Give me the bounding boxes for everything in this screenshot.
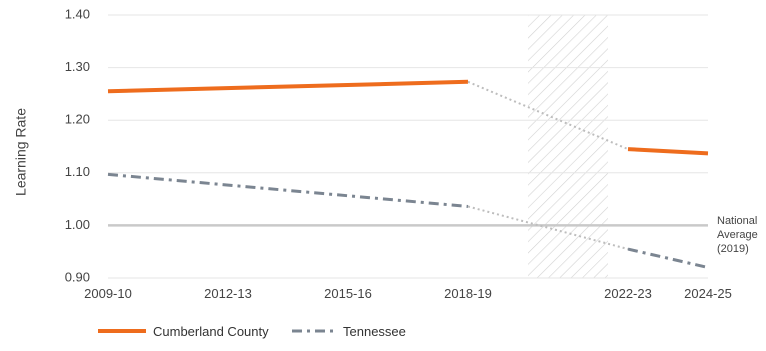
series-cumberland-county-segment-2 <box>467 80 629 151</box>
legend-item-tennessee: Tennessee <box>292 324 406 339</box>
x-tick-label: 2024-25 <box>684 286 732 301</box>
national-average-label-line: (2019) <box>717 243 749 255</box>
data-gap-region <box>528 15 608 278</box>
series-tennessee-segment-3 <box>627 247 709 269</box>
y-tick-label: 1.20 <box>65 112 90 127</box>
x-tick-label: 2009-10 <box>84 286 132 301</box>
y-tick-label: 1.30 <box>65 59 90 74</box>
series-lines <box>107 79 709 269</box>
gridlines <box>108 14 708 279</box>
x-axis-ticks: 2009-10 2012-13 2015-16 2018-19 2022-23 2024-… <box>84 286 732 301</box>
x-tick-label: 2012-13 <box>204 286 252 301</box>
x-tick-label: 2018-19 <box>444 286 492 301</box>
legend-label-tennessee: Tennessee <box>343 324 406 339</box>
national-average-label-line: National <box>717 215 757 227</box>
y-tick-label: 0.90 <box>65 269 90 284</box>
y-tick-label: 1.10 <box>65 164 90 179</box>
y-axis-title: Learning Rate <box>13 108 29 196</box>
national-average-label: National Average (2019) <box>717 215 758 255</box>
hatched-gap-area <box>528 15 608 278</box>
legend: Cumberland County Tennessee <box>98 324 406 339</box>
x-tick-label: 2015-16 <box>324 286 372 301</box>
legend-label-cumberland-county: Cumberland County <box>153 324 269 339</box>
series-tennessee <box>107 172 709 269</box>
y-axis-ticks: 0.90 1.00 1.10 1.20 1.30 1.40 <box>65 6 90 284</box>
x-tick-label: 2022-23 <box>604 286 652 301</box>
y-tick-label: 1.40 <box>65 6 90 21</box>
series-cumberland-county <box>107 79 709 156</box>
legend-item-cumberland-county: Cumberland County <box>98 324 269 339</box>
national-average-label-line: Average <box>717 229 758 241</box>
series-cumberland-county-segment-3 <box>627 147 709 156</box>
series-tennessee-segment-1 <box>107 172 469 208</box>
y-tick-label: 1.00 <box>65 217 90 232</box>
series-cumberland-county-segment-1 <box>107 79 469 94</box>
